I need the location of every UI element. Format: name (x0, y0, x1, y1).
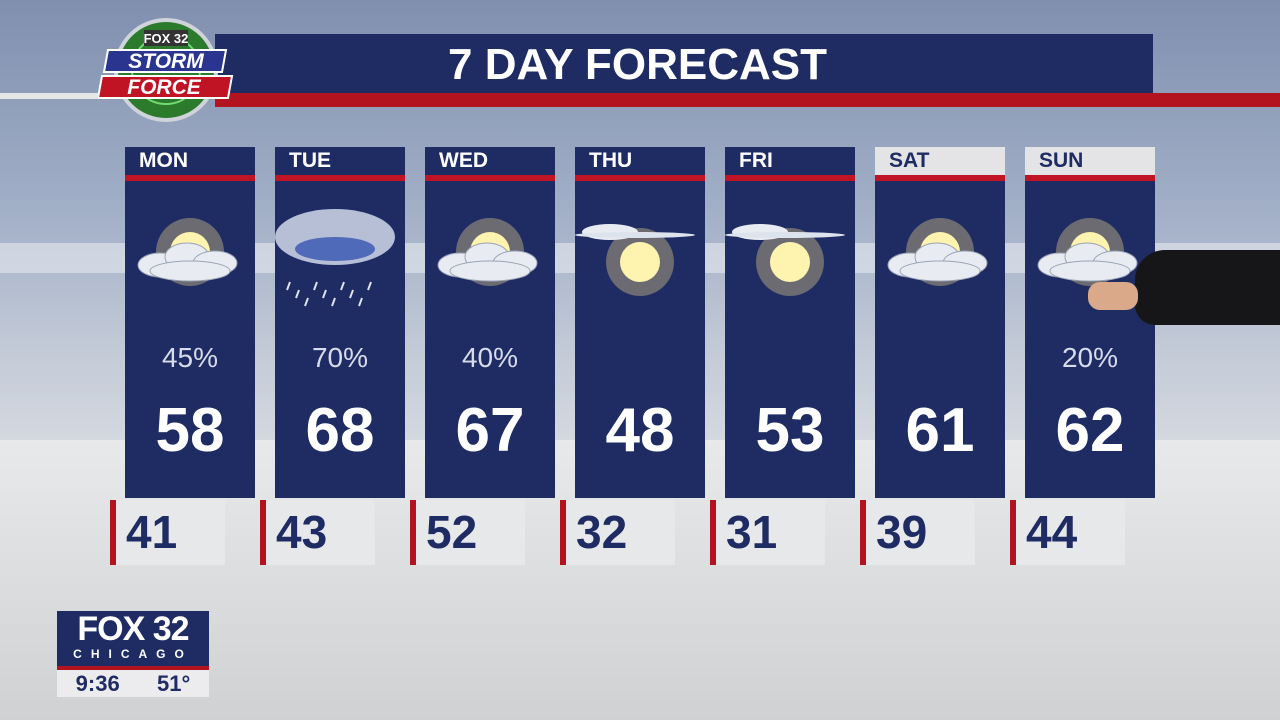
day-column-mon: MON 45% 58 (125, 147, 255, 498)
low-temp: 52 (410, 500, 525, 565)
day-column-fri: FRI 53 (725, 147, 855, 498)
high-temp: 58 (155, 396, 225, 465)
low-temp: 32 (560, 500, 675, 565)
day-label: THU (575, 147, 705, 181)
low-temp: 31 (710, 500, 825, 565)
day-label: TUE (275, 147, 405, 181)
precip-chance: 40% (461, 342, 519, 373)
svg-text:FORCE: FORCE (127, 76, 201, 99)
day-label: WED (425, 147, 555, 181)
storm-force-logo: FOX 32 STORM FORCE (98, 18, 234, 122)
high-temp: 61 (905, 396, 975, 465)
high-temp: 62 (1055, 396, 1125, 465)
bug-temp: 51° (157, 671, 191, 696)
bug-city: CHICAGO (73, 647, 193, 661)
low-temp: 41 (110, 500, 225, 565)
partly-cloudy-icon (1037, 218, 1138, 286)
partly-cloudy-icon (137, 218, 238, 286)
svg-text:STORM: STORM (128, 50, 204, 73)
low-temp: 39 (860, 500, 975, 565)
bug-time: 9:36 (75, 671, 120, 696)
low-temp: 43 (260, 500, 375, 565)
precip-chance: 45% (161, 342, 219, 373)
partly-cloudy-icon (887, 218, 988, 286)
day-column-thu: THU 48 (575, 147, 705, 498)
mostly-sunny-icon (725, 224, 845, 296)
title-bar (215, 34, 1153, 94)
logo-top: FOX 32 (144, 31, 189, 46)
day-column-tue: TUE 70% 68 (275, 147, 405, 498)
high-temp: 68 (305, 396, 375, 465)
high-temp: 67 (455, 396, 525, 465)
day-label: SAT (875, 147, 1005, 181)
meteorologist-hand (1088, 282, 1138, 310)
low-temp: 44 (1010, 500, 1125, 565)
title-red-stripe (215, 93, 1280, 107)
mostly-sunny-icon (575, 224, 695, 296)
day-column-sat: SAT 61 (875, 147, 1005, 498)
meteorologist-arm (1135, 250, 1280, 325)
rain-icon (275, 209, 395, 307)
partly-cloudy-icon (437, 218, 538, 286)
station-bug: FOX 32 CHICAGO 9:36 51° (57, 611, 209, 697)
day-label: MON (125, 147, 255, 181)
bug-brand: FOX 32 (77, 610, 189, 648)
high-temp: 48 (605, 396, 675, 465)
day-label: FRI (725, 147, 855, 181)
day-column-wed: WED 40% 67 (425, 147, 555, 498)
day-column-sun: SUN 20% 62 (1025, 147, 1155, 498)
precip-chance: 70% (311, 342, 369, 373)
precip-chance: 20% (1061, 342, 1119, 373)
day-label: SUN (1025, 147, 1155, 181)
page-title: 7 DAY FORECAST (448, 40, 827, 89)
high-temp: 53 (755, 396, 825, 465)
